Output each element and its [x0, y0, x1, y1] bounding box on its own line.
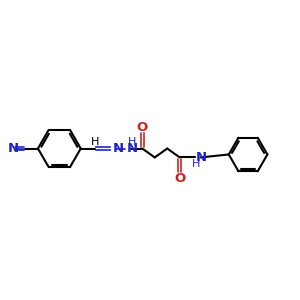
Text: N: N [127, 142, 138, 155]
Text: O: O [136, 121, 148, 134]
Text: N: N [8, 142, 19, 155]
Text: N: N [112, 142, 123, 155]
Text: H: H [192, 159, 200, 169]
Text: H: H [128, 137, 136, 147]
Text: O: O [174, 172, 185, 185]
Text: H: H [91, 137, 99, 147]
Text: N: N [196, 151, 207, 164]
